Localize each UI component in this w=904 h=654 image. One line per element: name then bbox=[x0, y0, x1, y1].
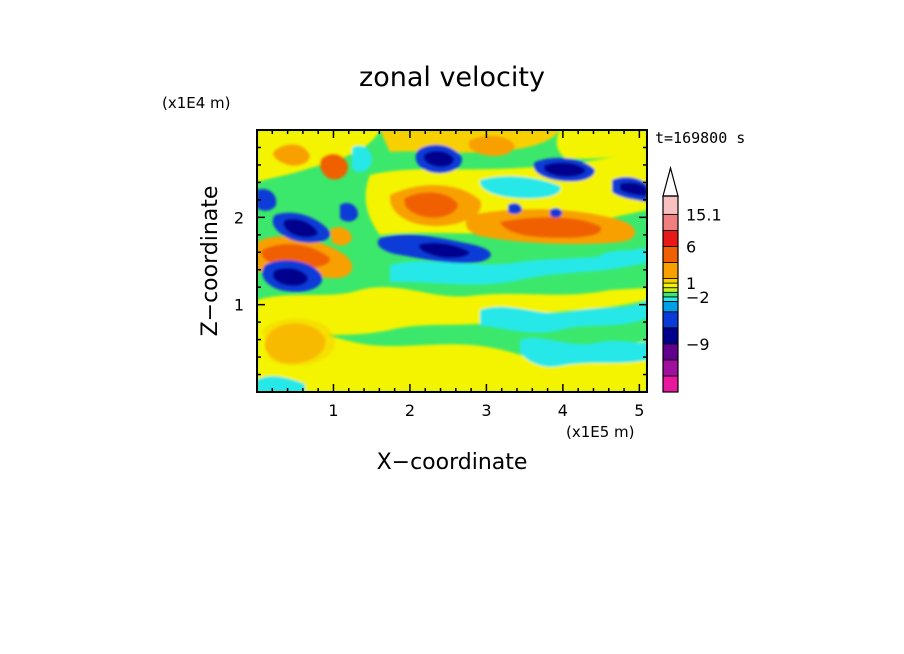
colorbar-label: 15.1 bbox=[686, 205, 722, 224]
field-region-top-cyan-col bbox=[352, 145, 372, 173]
colorbar-level bbox=[662, 229, 679, 247]
field-region-core-navy-1 bbox=[423, 150, 454, 168]
field-region-upper-left-navy bbox=[283, 218, 318, 238]
field-region-mid-cyan bbox=[390, 248, 647, 285]
field-region-mid-cyan-3 bbox=[520, 337, 647, 367]
x-tick-label: 5 bbox=[634, 401, 644, 420]
field-region-small-blue-r2 bbox=[550, 208, 563, 218]
field-region-top-left-yellow bbox=[257, 130, 380, 182]
colorbar-level bbox=[662, 311, 679, 329]
x-tick-label: 3 bbox=[481, 401, 491, 420]
field-region-bottom-yellow bbox=[257, 327, 647, 392]
y-axis: 12 bbox=[234, 146, 647, 376]
colorbar-level bbox=[662, 287, 679, 293]
y-tick-label: 2 bbox=[234, 208, 244, 227]
field-region-mid-small-blue bbox=[340, 203, 358, 222]
field-region-small-blue-r1 bbox=[508, 203, 522, 215]
colorbar-label: −9 bbox=[686, 335, 710, 354]
field-region-mid-cyan-lane bbox=[479, 176, 561, 199]
plot-frame bbox=[256, 129, 648, 393]
field-region-top-left-orange bbox=[273, 144, 310, 166]
colorbar-level bbox=[662, 296, 679, 302]
field-region-bottom-cyan bbox=[257, 376, 305, 392]
colorbar-level bbox=[662, 278, 679, 284]
heatmap-field bbox=[257, 130, 647, 392]
time-label: t=169800 s bbox=[655, 129, 745, 147]
field-region-top-right-yellow bbox=[556, 130, 647, 159]
field-region-top-center-orange bbox=[468, 135, 515, 156]
colorbar: 15.1 6 1−2 −9 bbox=[662, 165, 722, 393]
field-region-core-navy-3 bbox=[620, 182, 647, 196]
field-region-top-orange-col bbox=[320, 153, 348, 180]
x-tick-label: 1 bbox=[328, 401, 338, 420]
colorbar-level bbox=[662, 246, 679, 263]
x-axis-label: X−coordinate bbox=[377, 450, 528, 475]
y-axis-label: Z−coordinate bbox=[198, 186, 223, 337]
colorbar-level bbox=[662, 375, 679, 393]
colorbar-label: −2 bbox=[686, 288, 710, 307]
field-region-right-red bbox=[500, 217, 602, 238]
field-region-mid-small-orange bbox=[330, 227, 352, 246]
field-region-core-navy-2 bbox=[543, 162, 586, 177]
field-region-mid-lane-cyan bbox=[600, 248, 647, 266]
colorbar-level bbox=[662, 262, 679, 279]
colorbar-top-arrow bbox=[662, 165, 679, 197]
colorbar-label: 6 bbox=[686, 237, 696, 256]
field-region-top-left-blue bbox=[257, 188, 277, 211]
field-region-low-yellow-3 bbox=[262, 318, 336, 366]
field-region-mid-cyan-2 bbox=[480, 300, 647, 333]
x-scale-note: (x1E5 m) bbox=[566, 423, 635, 441]
colorbar-frame bbox=[662, 195, 679, 393]
field-region-left-navy-core bbox=[272, 267, 308, 286]
x-tick-label: 4 bbox=[558, 401, 568, 420]
field-region-low-yellow-2 bbox=[257, 287, 647, 340]
colorbar-level bbox=[662, 359, 679, 377]
colorbar-level bbox=[662, 282, 679, 289]
x-axis: 1 2 3 4 5 bbox=[271, 130, 644, 420]
chart-title: zonal velocity bbox=[359, 62, 545, 93]
colorbar-level bbox=[662, 301, 679, 313]
y-tick-label: 1 bbox=[234, 296, 244, 315]
colorbar-level bbox=[662, 213, 679, 231]
field-region-mid-navy-lane bbox=[419, 242, 470, 259]
y-scale-note: (x1E4 m) bbox=[162, 94, 231, 112]
field-region-central-red bbox=[404, 192, 458, 218]
colorbar-level bbox=[662, 343, 679, 361]
colorbar-label: 1 bbox=[686, 274, 696, 293]
colorbar-level bbox=[662, 195, 679, 215]
colorbar-level bbox=[662, 291, 679, 298]
colorbar-level bbox=[662, 327, 679, 345]
x-tick-label: 2 bbox=[405, 401, 415, 420]
